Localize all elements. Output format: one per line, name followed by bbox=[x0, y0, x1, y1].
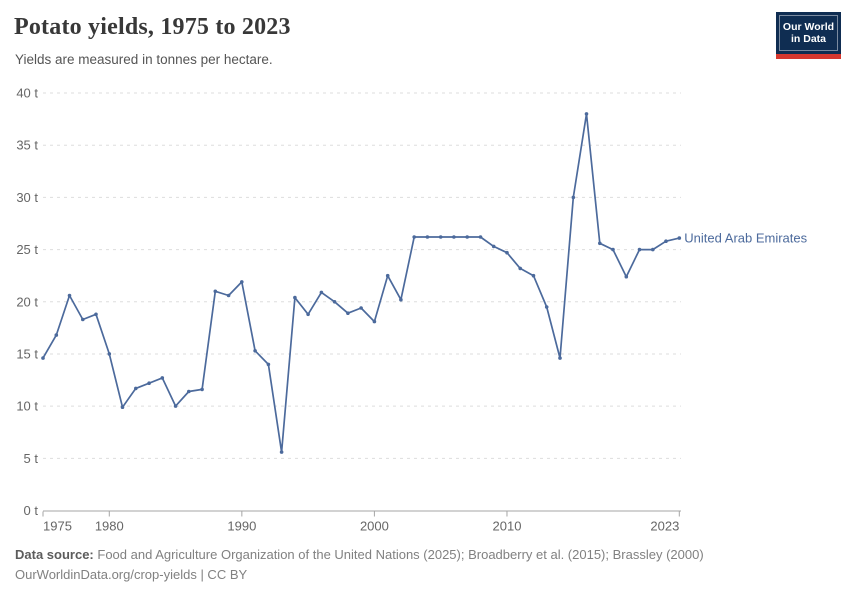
data-point[interactable] bbox=[571, 195, 576, 200]
data-point[interactable] bbox=[651, 247, 655, 252]
y-tick-label: 25 t bbox=[16, 242, 38, 257]
x-tick-label: 2000 bbox=[360, 519, 389, 534]
x-tick-label: 2010 bbox=[493, 519, 522, 534]
data-point[interactable] bbox=[478, 235, 483, 239]
data-point[interactable] bbox=[266, 362, 271, 367]
data-point[interactable] bbox=[372, 319, 377, 324]
data-point[interactable] bbox=[253, 349, 257, 353]
data-point[interactable] bbox=[240, 280, 244, 284]
data-point[interactable] bbox=[385, 273, 390, 278]
y-tick-label: 20 t bbox=[16, 294, 38, 309]
y-tick-label: 5 t bbox=[24, 451, 39, 466]
data-point[interactable] bbox=[200, 387, 204, 392]
x-tick-label: 1975 bbox=[43, 519, 72, 534]
data-point[interactable] bbox=[94, 312, 98, 317]
data-point[interactable] bbox=[54, 333, 59, 337]
y-tick-label: 30 t bbox=[16, 190, 38, 205]
owid-logo-line1: Our World bbox=[782, 21, 835, 33]
data-point[interactable] bbox=[624, 274, 629, 279]
data-source-line: Data source: Food and Agriculture Organi… bbox=[15, 545, 835, 565]
data-point[interactable] bbox=[505, 250, 509, 255]
data-point[interactable] bbox=[544, 305, 549, 309]
owid-logo-line2: in Data bbox=[790, 33, 826, 45]
y-tick-label: 10 t bbox=[16, 399, 38, 414]
data-point[interactable] bbox=[332, 300, 337, 304]
data-point[interactable] bbox=[147, 381, 151, 386]
owid-logo-frame: Our World in Data bbox=[779, 15, 838, 51]
page-title: Potato yields, 1975 to 2023 bbox=[14, 14, 291, 40]
data-point[interactable] bbox=[465, 235, 470, 239]
data-point[interactable] bbox=[107, 352, 112, 356]
data-point[interactable] bbox=[399, 297, 403, 302]
data-point[interactable] bbox=[306, 312, 310, 317]
data-point[interactable] bbox=[598, 241, 602, 246]
data-point[interactable] bbox=[611, 247, 615, 252]
data-point[interactable] bbox=[677, 236, 682, 240]
data-point[interactable] bbox=[359, 306, 363, 310]
y-tick-label: 0 t bbox=[24, 503, 39, 518]
data-point[interactable] bbox=[319, 290, 324, 295]
series-label[interactable]: United Arab Emirates bbox=[684, 231, 807, 246]
data-point[interactable] bbox=[518, 266, 522, 271]
data-point[interactable] bbox=[491, 244, 496, 249]
data-point[interactable] bbox=[412, 235, 417, 239]
y-tick-label: 40 t bbox=[16, 86, 38, 101]
data-point[interactable] bbox=[67, 293, 72, 298]
y-tick-label: 15 t bbox=[16, 346, 38, 361]
data-point[interactable] bbox=[160, 376, 165, 380]
data-point[interactable] bbox=[438, 235, 443, 239]
data-point[interactable] bbox=[41, 356, 45, 360]
data-point[interactable] bbox=[293, 295, 297, 300]
attribution-line: OurWorldinData.org/crop-yields | CC BY bbox=[15, 567, 248, 582]
chart-subtitle: Yields are measured in tonnes per hectar… bbox=[15, 52, 273, 67]
data-point[interactable] bbox=[425, 235, 430, 239]
data-point[interactable] bbox=[452, 235, 456, 239]
data-point[interactable] bbox=[81, 317, 85, 322]
series-line[interactable] bbox=[42, 113, 681, 453]
data-point[interactable] bbox=[213, 289, 218, 294]
data-point[interactable] bbox=[187, 389, 191, 394]
data-point[interactable] bbox=[531, 273, 536, 278]
data-source-text: Food and Agriculture Organization of the… bbox=[97, 547, 704, 562]
owid-logo: Our World in Data bbox=[776, 12, 841, 59]
data-source-label: Data source: bbox=[15, 547, 94, 562]
data-point[interactable] bbox=[226, 293, 231, 298]
data-point[interactable] bbox=[664, 239, 668, 243]
x-tick-label: 1990 bbox=[227, 519, 256, 534]
x-tick-label: 2023 bbox=[650, 519, 679, 534]
chart-footer: Data source: Food and Agriculture Organi… bbox=[15, 545, 835, 585]
data-point[interactable] bbox=[134, 386, 138, 391]
data-point[interactable] bbox=[120, 405, 125, 410]
data-point[interactable] bbox=[279, 450, 284, 454]
data-point[interactable] bbox=[173, 404, 178, 408]
data-point[interactable] bbox=[346, 311, 350, 316]
data-point[interactable] bbox=[637, 247, 642, 252]
y-tick-label: 35 t bbox=[16, 138, 38, 153]
data-point[interactable] bbox=[558, 356, 562, 360]
data-point[interactable] bbox=[584, 112, 589, 116]
x-tick-label: 1980 bbox=[95, 519, 124, 534]
